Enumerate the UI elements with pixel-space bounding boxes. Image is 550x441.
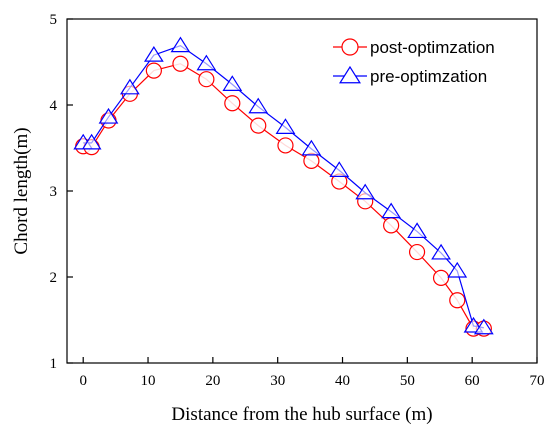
legend-label-pre-optimzation: pre-optimzation bbox=[370, 67, 487, 86]
legend-marker-triangle bbox=[339, 65, 361, 84]
y-axis-title: Chord length(m) bbox=[11, 127, 32, 254]
x-tick-label: 70 bbox=[530, 373, 545, 389]
y-tick-label: 2 bbox=[50, 270, 58, 286]
data-point bbox=[224, 95, 241, 112]
x-tick-label: 50 bbox=[400, 373, 415, 389]
data-point bbox=[473, 318, 494, 335]
data-point bbox=[303, 152, 320, 169]
data-point bbox=[447, 261, 468, 278]
data-point bbox=[81, 133, 102, 150]
data-point bbox=[275, 118, 296, 134]
data-point bbox=[408, 243, 426, 261]
data-point bbox=[383, 217, 400, 234]
data-point bbox=[432, 269, 450, 286]
data-point bbox=[381, 202, 402, 219]
data-point bbox=[198, 71, 215, 88]
series-layer bbox=[73, 36, 494, 337]
y-axis: 1 2 3 4 5 bbox=[50, 12, 73, 372]
legend-marker-circle bbox=[341, 38, 359, 56]
data-point bbox=[222, 75, 243, 91]
x-tick-label: 10 bbox=[141, 373, 156, 389]
data-point bbox=[431, 243, 451, 260]
series-post-optimzation bbox=[75, 55, 492, 337]
data-point bbox=[407, 222, 427, 239]
data-point bbox=[172, 55, 189, 72]
data-point bbox=[250, 117, 267, 134]
data-point bbox=[248, 97, 269, 114]
data-point bbox=[329, 161, 350, 177]
legend-label-post-optimzation: post-optimzation bbox=[370, 38, 495, 57]
y-tick-label: 4 bbox=[50, 98, 58, 114]
series-pre-optimzation bbox=[73, 36, 494, 335]
y-tick-label: 5 bbox=[50, 12, 58, 28]
y-tick-label: 3 bbox=[50, 184, 58, 200]
data-point bbox=[277, 137, 294, 154]
x-tick-label: 60 bbox=[465, 373, 480, 389]
data-point bbox=[301, 139, 322, 156]
data-point bbox=[145, 62, 162, 79]
x-tick-label: 0 bbox=[79, 373, 87, 389]
data-point bbox=[98, 107, 119, 124]
x-tick-label: 30 bbox=[270, 373, 285, 389]
x-axis: 0 10 20 30 40 50 60 70 bbox=[79, 357, 545, 389]
data-point bbox=[143, 45, 164, 62]
data-point bbox=[119, 78, 140, 95]
x-tick-label: 20 bbox=[205, 373, 220, 389]
data-point bbox=[449, 292, 466, 309]
data-point bbox=[170, 36, 191, 53]
series-line bbox=[83, 44, 484, 329]
series-line bbox=[83, 63, 484, 330]
data-point bbox=[355, 183, 376, 200]
legend-item-post-optimzation: post-optimzation bbox=[333, 38, 495, 57]
y-tick-label: 1 bbox=[50, 356, 58, 372]
x-axis-title: Distance from the hub surface (m) bbox=[171, 404, 432, 425]
data-point bbox=[196, 54, 217, 71]
x-tick-label: 40 bbox=[335, 373, 350, 389]
legend-item-pre-optimzation: pre-optimzation bbox=[333, 65, 487, 86]
legend: post-optimzation pre-optimzation bbox=[333, 38, 495, 86]
